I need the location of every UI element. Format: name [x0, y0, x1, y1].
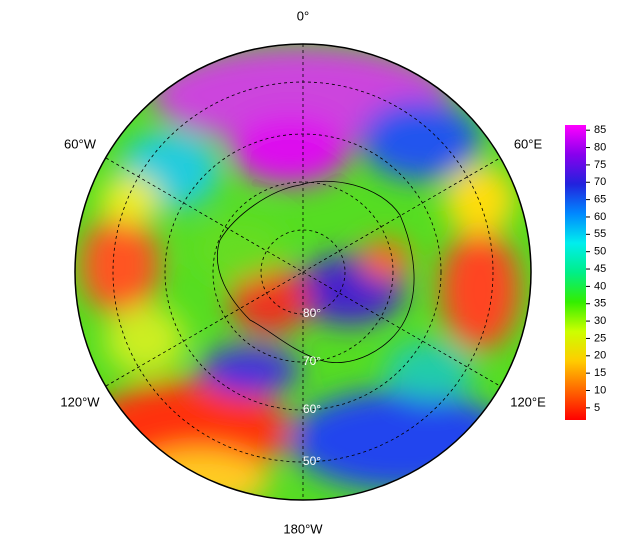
- colorbar-tick-label: 60: [594, 211, 606, 223]
- field: [75, 44, 531, 500]
- colorbar-tick-label: 75: [594, 159, 606, 171]
- latitude-label: 70°: [303, 354, 321, 368]
- colorbar-scale: [565, 125, 586, 420]
- longitude-label: 0°: [297, 8, 309, 23]
- longitude-label: 60°E: [514, 136, 543, 151]
- longitude-label: 120°E: [510, 394, 546, 409]
- colorbar-tick-label: 80: [594, 141, 606, 153]
- colorbar-tick-label: 50: [594, 246, 606, 258]
- colorbar-tick-label: 55: [594, 228, 606, 240]
- colorbar-tick-label: 10: [594, 384, 606, 396]
- colorbar-tick-label: 85: [594, 124, 606, 136]
- colorbar-tick-label: 70: [594, 176, 606, 188]
- colorbar-tick-label: 40: [594, 280, 606, 292]
- latitude-label: 80°: [303, 306, 321, 320]
- colorbar-tick-label: 15: [594, 367, 606, 379]
- longitude-label: 120°W: [60, 394, 100, 409]
- latitude-label: 50°: [303, 454, 321, 468]
- longitude-label: 180°W: [283, 521, 323, 536]
- latitude-label: 60°: [303, 402, 321, 416]
- map-border: [74, 43, 532, 501]
- colorbar-tick-label: 25: [594, 332, 606, 344]
- colorbar-tick-label: 30: [594, 315, 606, 327]
- colorbar-tick-label: 65: [594, 194, 606, 206]
- longitude-label: 60°W: [64, 136, 97, 151]
- colorbar-tick-label: 35: [594, 298, 606, 310]
- colorbar-tick-label: 45: [594, 263, 606, 275]
- colorbar-tick-label: 5: [594, 402, 600, 414]
- colorbar-tick-label: 20: [594, 350, 606, 362]
- colorbar: 5 10 15 20 25 30 35 40 45 50 55 60 65 70 75 80 85: [565, 124, 606, 420]
